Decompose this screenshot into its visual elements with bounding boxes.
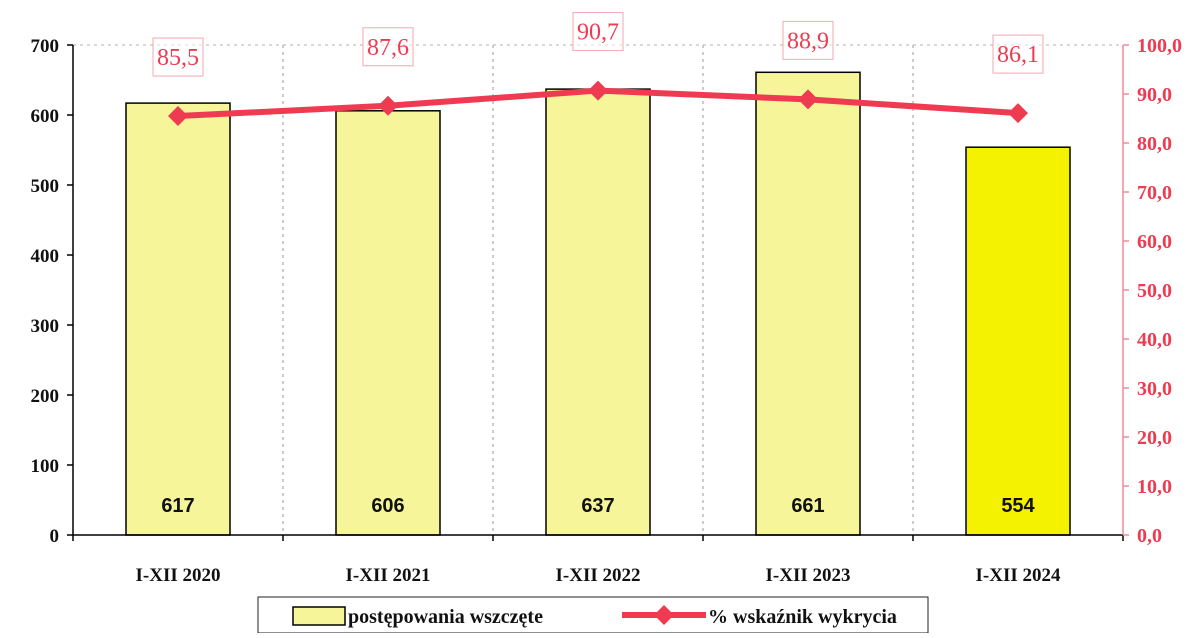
x-tick-label: I-XII 2024 bbox=[976, 565, 1061, 586]
y-tick-label-right: 40,0 bbox=[1137, 329, 1172, 351]
y-tick-label-right: 30,0 bbox=[1137, 378, 1172, 400]
line-label-box bbox=[992, 34, 1044, 74]
bar-value-label: 637 bbox=[581, 495, 614, 517]
x-tick-label: I-XII 2023 bbox=[766, 565, 851, 586]
axes: 0 100 200 300 400 500 600 700 I-XII 2020 I-XII 20… bbox=[31, 35, 1183, 586]
line-value-label: 90,7 bbox=[577, 20, 619, 46]
legend-swatch-bar bbox=[292, 606, 346, 626]
bar-value-label: 661 bbox=[791, 495, 824, 517]
line-label-box bbox=[572, 12, 624, 52]
legend-box bbox=[257, 596, 929, 634]
bar bbox=[755, 71, 861, 536]
detection-rate-line: 85,5 87,6 90,7 88,9 86,1 bbox=[152, 12, 1044, 127]
series-marker bbox=[588, 80, 608, 101]
y-tick-label-right: 50,0 bbox=[1137, 280, 1172, 302]
y-tick-label-left: 400 bbox=[31, 246, 60, 267]
x-tick-label: I-XII 2022 bbox=[556, 565, 641, 586]
y-tick-label-left: 700 bbox=[31, 36, 60, 57]
y-tick-label-right: 20,0 bbox=[1137, 427, 1172, 449]
bar-value-label: 606 bbox=[371, 495, 404, 517]
series-marker bbox=[168, 106, 188, 127]
series-marker bbox=[378, 95, 398, 116]
line-label-box bbox=[152, 37, 204, 77]
legend-label-bar: postępowania wszczęte bbox=[348, 606, 543, 628]
line-label-box bbox=[782, 20, 834, 60]
y-tick-label-left: 0 bbox=[50, 526, 60, 547]
x-tick-label: I-XII 2020 bbox=[136, 565, 221, 586]
line-value-label: 85,5 bbox=[157, 45, 199, 71]
x-tick-label: I-XII 2021 bbox=[346, 565, 431, 586]
y-tick-label-left: 500 bbox=[31, 176, 60, 197]
legend-label-line: % wskaźnik wykrycia bbox=[708, 606, 897, 628]
y-tick-label-right: 0,0 bbox=[1137, 525, 1162, 547]
line-value-label: 86,1 bbox=[997, 42, 1039, 68]
series-marker bbox=[1008, 103, 1028, 124]
bars: 617 606 637 661 554 bbox=[125, 71, 1071, 536]
y-tick-label-right: 80,0 bbox=[1137, 133, 1172, 155]
legend-swatch-marker bbox=[654, 605, 674, 625]
y-tick-label-right: 70,0 bbox=[1137, 182, 1172, 204]
bar-value-label: 617 bbox=[161, 495, 194, 517]
y-tick-label-left: 200 bbox=[31, 386, 60, 407]
legend: postępowania wszczęte % wskaźnik wykrycia bbox=[257, 596, 929, 634]
bar bbox=[125, 102, 231, 536]
line-label-box bbox=[362, 27, 414, 67]
line-value-label: 88,9 bbox=[787, 28, 829, 54]
y-tick-label-left: 600 bbox=[31, 106, 60, 127]
bar-value-label: 554 bbox=[1001, 495, 1035, 517]
y-tick-label-left: 100 bbox=[31, 456, 60, 477]
y-tick-label-right: 90,0 bbox=[1137, 84, 1172, 106]
y-tick-label-right: 10,0 bbox=[1137, 476, 1172, 498]
y-tick-label-right: 60,0 bbox=[1137, 231, 1172, 253]
bar bbox=[545, 88, 651, 536]
bar bbox=[965, 146, 1071, 536]
series-marker bbox=[798, 89, 818, 110]
y-tick-label-left: 300 bbox=[31, 316, 60, 337]
bar bbox=[335, 110, 441, 536]
line-value-label: 87,6 bbox=[367, 35, 409, 61]
y-tick-label-right: 100,0 bbox=[1137, 35, 1182, 57]
